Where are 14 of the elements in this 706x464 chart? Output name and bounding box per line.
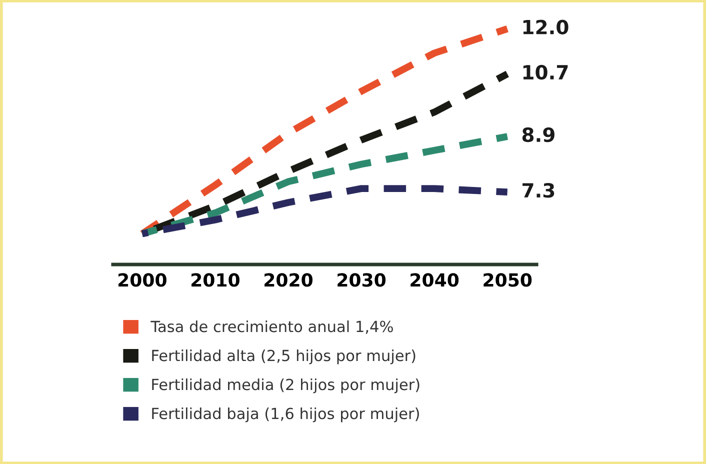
legend-label: Fertilidad alta (2,5 hijos por mujer) xyxy=(152,349,416,364)
x-tick-label: 2050 xyxy=(484,273,532,287)
x-tick-label: 2040 xyxy=(410,273,459,287)
legend-label: Tasa de crecimiento anual 1,4% xyxy=(150,320,393,334)
data-label: 12.0 xyxy=(523,20,568,34)
data-label: 8.9 xyxy=(522,127,554,142)
legend-label: Fertilidad baja (1,6 hijos por mujer) xyxy=(152,407,419,422)
data-label: 10.7 xyxy=(523,64,568,80)
x-tick-label: 2010 xyxy=(192,273,240,287)
data-label: 7.3 xyxy=(522,182,554,198)
x-tick-label: 2000 xyxy=(118,273,166,287)
x-tick-label: 2020 xyxy=(264,273,313,287)
legend-label: Fertilidad media (2 hijos por mujer) xyxy=(152,378,420,394)
x-tick-label: 2030 xyxy=(338,273,386,287)
